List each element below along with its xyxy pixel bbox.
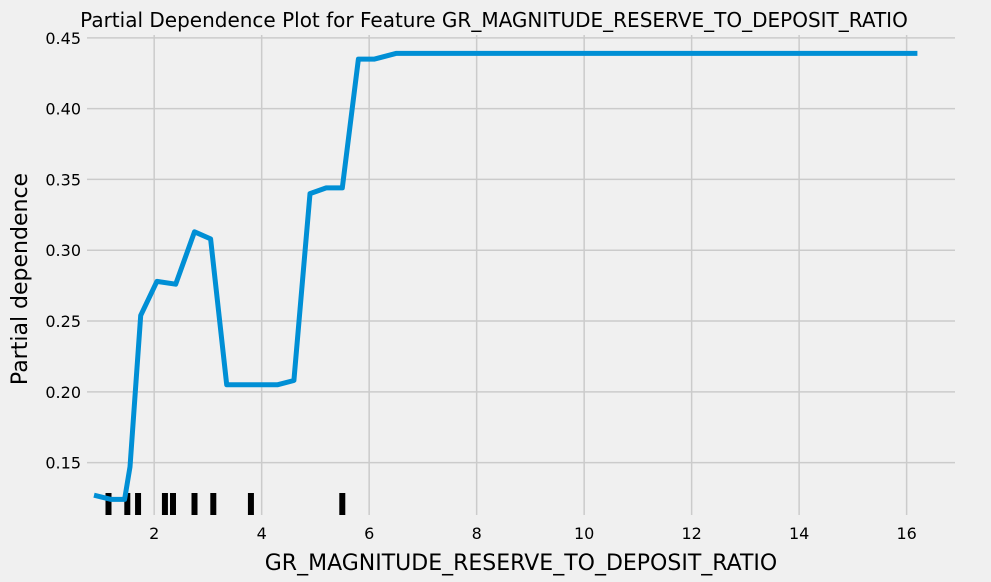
tick-labels: 2 4 6 8 10 12 14 16 0.15 0.20 0.25 0.30 0.35 0.40 0.45 xyxy=(45,29,916,543)
y-tick-label: 0.30 xyxy=(45,241,81,260)
x-tick-label: 10 xyxy=(574,524,594,543)
x-tick-label: 16 xyxy=(896,524,916,543)
x-tick-label: 14 xyxy=(789,524,809,543)
grid xyxy=(87,35,955,515)
y-tick-label: 0.20 xyxy=(45,383,81,402)
y-tick-label: 0.25 xyxy=(45,312,81,331)
series-line-group xyxy=(93,50,918,502)
y-tick-label: 0.45 xyxy=(45,29,81,48)
x-tick-label: 12 xyxy=(681,524,701,543)
x-tick-label: 6 xyxy=(364,524,374,543)
y-tick-label: 0.35 xyxy=(45,170,81,189)
rug-marks xyxy=(105,493,346,515)
x-tick-label: 8 xyxy=(472,524,482,543)
y-tick-label: 0.40 xyxy=(45,100,81,119)
x-tick-label: 2 xyxy=(149,524,159,543)
x-tick-label: 4 xyxy=(257,524,267,543)
x-axis-label: GR_MAGNITUDE_RESERVE_TO_DEPOSIT_RATIO xyxy=(265,551,778,576)
y-axis-label: Partial dependence xyxy=(8,173,33,385)
series-line xyxy=(93,50,918,502)
y-tick-label: 0.15 xyxy=(45,454,81,473)
chart-title: Partial Dependence Plot for Feature GR_M… xyxy=(80,8,908,32)
